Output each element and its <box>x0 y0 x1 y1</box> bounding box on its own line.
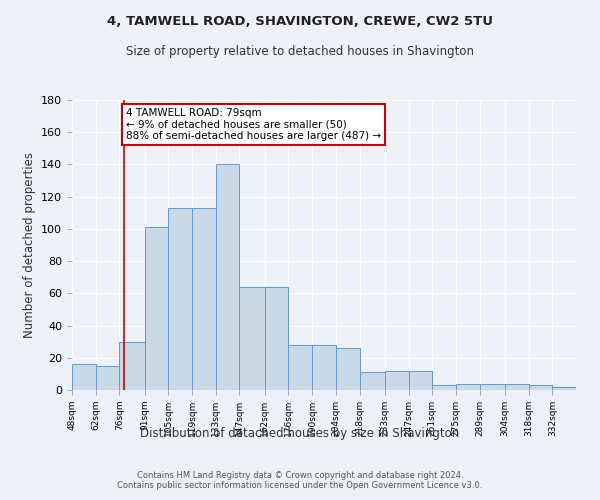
Bar <box>72 364 95 390</box>
Bar <box>553 387 576 390</box>
Bar <box>432 385 456 390</box>
Text: 4, TAMWELL ROAD, SHAVINGTON, CREWE, CW2 5TU: 4, TAMWELL ROAD, SHAVINGTON, CREWE, CW2 … <box>107 15 493 28</box>
Text: 4 TAMWELL ROAD: 79sqm
← 9% of detached houses are smaller (50)
88% of semi-detac: 4 TAMWELL ROAD: 79sqm ← 9% of detached h… <box>126 108 381 142</box>
Bar <box>359 372 385 390</box>
Text: Distribution of detached houses by size in Shavington: Distribution of detached houses by size … <box>140 428 460 440</box>
Y-axis label: Number of detached properties: Number of detached properties <box>23 152 35 338</box>
Bar <box>119 342 145 390</box>
Bar <box>456 384 479 390</box>
Bar <box>145 228 169 390</box>
Bar <box>336 348 359 390</box>
Text: Contains HM Land Registry data © Crown copyright and database right 2024.
Contai: Contains HM Land Registry data © Crown c… <box>118 470 482 490</box>
Bar <box>95 366 119 390</box>
Bar <box>505 384 529 390</box>
Bar <box>192 208 216 390</box>
Bar <box>409 370 432 390</box>
Text: Size of property relative to detached houses in Shavington: Size of property relative to detached ho… <box>126 45 474 58</box>
Bar <box>479 384 505 390</box>
Bar <box>239 287 265 390</box>
Bar <box>216 164 239 390</box>
Bar <box>312 345 336 390</box>
Bar <box>529 385 553 390</box>
Bar <box>169 208 192 390</box>
Bar <box>265 287 289 390</box>
Bar <box>385 370 409 390</box>
Bar <box>289 345 312 390</box>
